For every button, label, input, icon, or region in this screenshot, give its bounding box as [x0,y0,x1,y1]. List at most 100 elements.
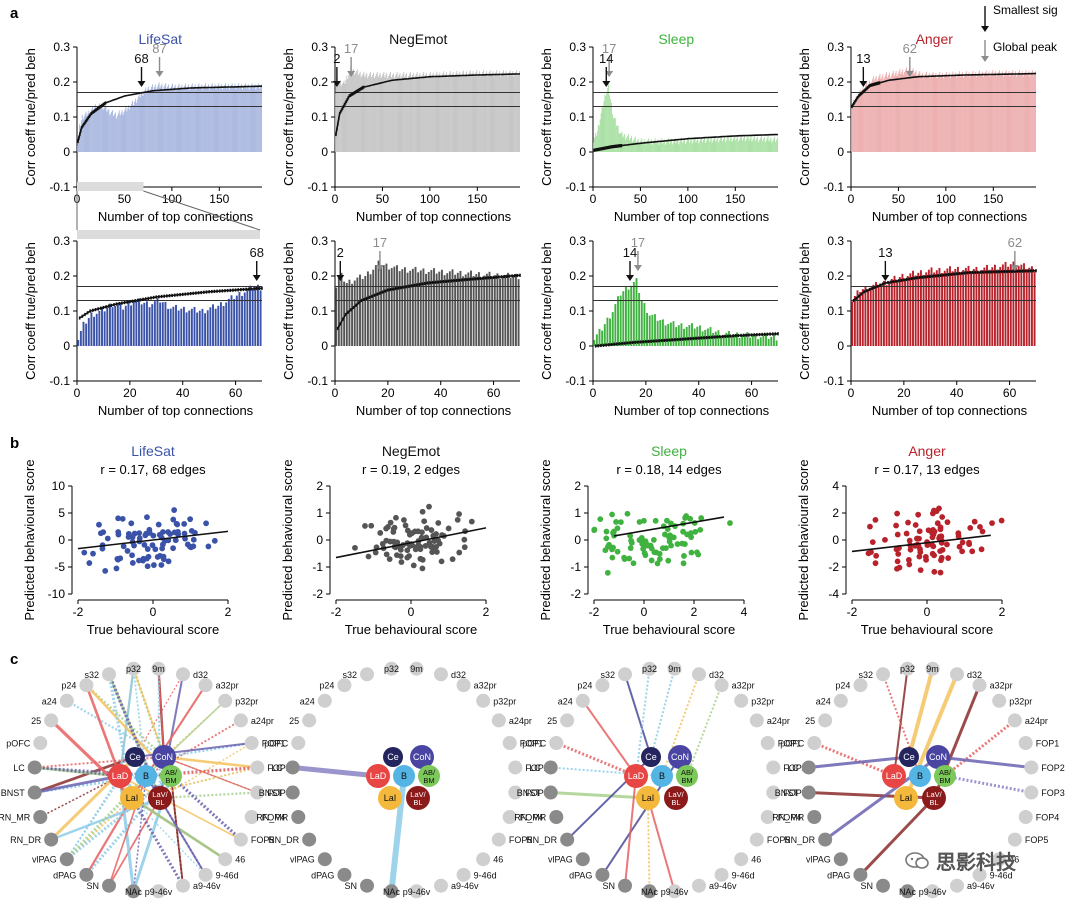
scatter-point [365,553,372,560]
series-title: Anger [916,31,954,47]
region-node [233,832,248,847]
bar [875,281,877,346]
bar [977,74,979,152]
bar [871,79,873,152]
fit-marker [910,277,913,281]
bar [670,139,672,152]
bar [472,71,474,152]
region-label: FOP1 [1036,739,1060,749]
fit-marker [381,290,384,294]
bar [767,136,769,152]
bar [770,336,773,346]
amygdala-node [366,764,390,788]
fit-marker [221,289,224,293]
bar [344,83,346,152]
connection-edge [159,791,258,800]
bar [430,77,432,152]
bar [178,83,180,152]
fit-marker [737,333,740,338]
bar [964,267,967,346]
region-node [502,809,517,824]
bar [958,73,960,152]
bar [1012,70,1014,152]
bar [197,85,199,152]
y-tick-label: 0.3 [827,40,844,54]
region-node [79,867,94,882]
bar [759,337,762,346]
fit-marker [642,340,645,344]
fit-marker [173,293,176,297]
connection-edge [550,791,649,800]
fit-marker [854,98,857,103]
scatter-point [144,514,150,521]
bar [962,270,965,346]
region-label: p32 [642,664,657,674]
region-label: FOP2 [267,763,291,773]
bar [955,72,957,152]
bar [994,73,996,152]
amygdala-node [664,786,688,810]
bar [444,76,445,152]
bar [398,75,400,152]
scatter-point [435,520,442,526]
fit-marker [87,116,90,120]
scatter-point [688,549,695,556]
bar [862,86,864,152]
region-label: BNST [517,788,542,798]
scatter-point [727,520,733,526]
bar [377,77,379,152]
bar [480,277,483,346]
bar [996,76,998,152]
bar [915,70,917,152]
bar [758,141,759,152]
scatter-point [81,549,88,556]
bar [921,75,923,152]
fit-marker [660,338,663,343]
bar [386,72,388,152]
region-label: pOFC [264,739,289,749]
scatter-point [650,536,657,543]
bar [464,75,465,152]
bar [397,77,399,152]
fit-marker [344,312,347,317]
bar [908,69,909,152]
bar [156,87,158,152]
region-node [807,736,822,751]
fit-marker [519,273,521,277]
bar [353,68,354,152]
fit-marker [619,144,622,148]
series-title: Sleep [658,31,694,47]
scatter-point [931,507,937,514]
bar [221,84,223,152]
bar [476,70,478,152]
bar [499,278,502,346]
bar [976,76,978,152]
bar [715,141,717,152]
fit-marker [492,275,495,279]
fit-marker [613,342,615,346]
bar [879,73,881,152]
region-label: vlPAG [32,855,57,865]
scatter-point [654,560,661,567]
y-axis-label: Corr coeff true/pred beh [23,242,38,380]
bar [892,70,894,152]
region-node [595,678,610,693]
fit-marker [258,286,261,291]
bar [856,290,859,346]
fit-marker [463,278,466,282]
region-label: 46 [493,855,503,865]
scatter-point [603,535,610,542]
scatter-point [461,536,468,543]
region-label: a24 [300,696,315,706]
bar [157,84,159,152]
fit-marker [102,305,105,310]
bar [615,125,617,152]
bar [633,138,635,152]
scatter-point [426,503,432,510]
region-label: a24pr [767,716,790,726]
bar [127,301,130,346]
bar [180,86,182,152]
bar [925,73,926,152]
